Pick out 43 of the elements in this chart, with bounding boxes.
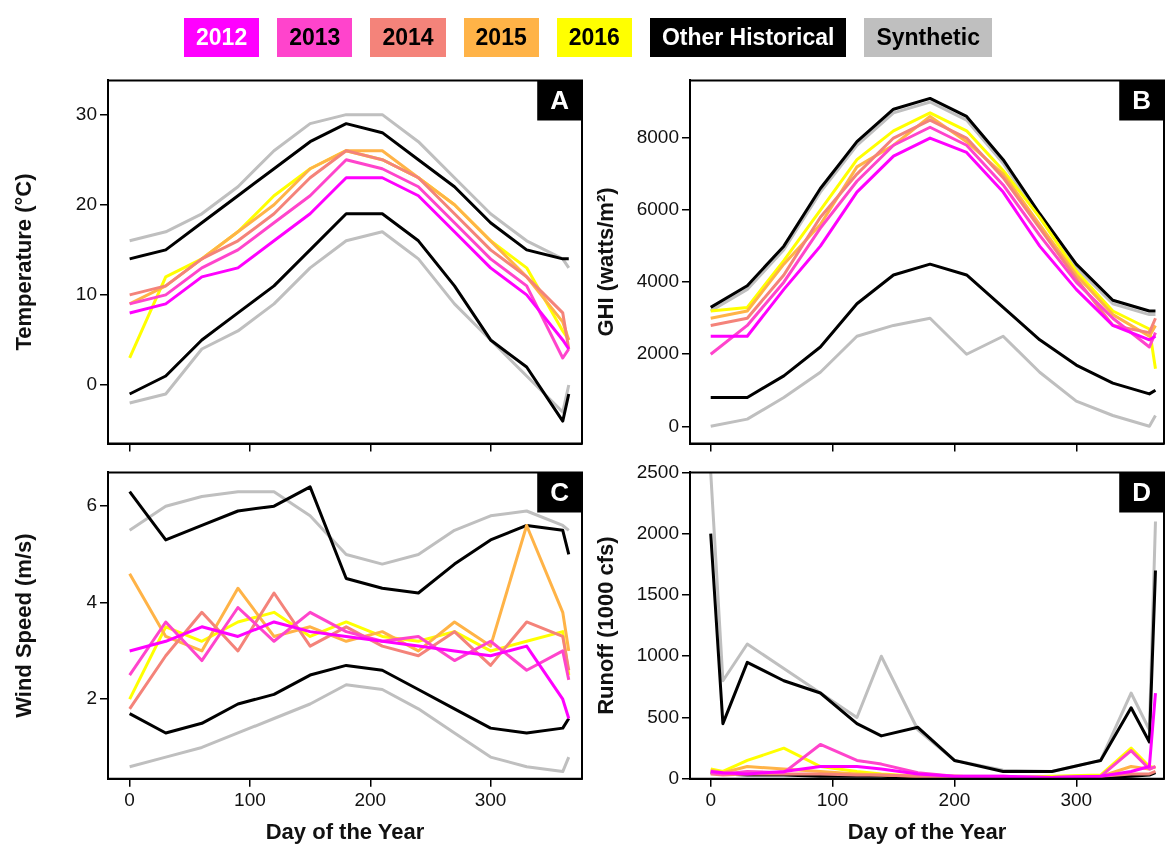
y-tick-label: 30 [75,102,97,124]
y-tick-label: 4 [86,590,98,612]
y-tick-label: 10 [75,283,97,305]
y-tick-label: 2 [86,687,97,709]
y-tick-label: 6 [86,494,97,516]
y-tick-label: 0 [668,767,679,789]
text: 2013 [277,17,353,57]
y-axis-title: GHI (watts/m²) [593,187,619,337]
text: Synthetic [864,17,992,57]
text: 2012 [184,17,260,57]
x-axis-title: Day of the Year [847,818,1007,844]
y-tick-label: 4000 [636,270,679,292]
y-tick-label: 2500 [636,460,679,482]
x-tick-label: 300 [1060,789,1093,811]
y-tick-label: 0 [86,373,97,395]
x-tick-label: 100 [816,789,849,811]
text: 2016 [556,17,632,57]
x-tick-label: 200 [938,789,971,811]
y-axis-title: Runoff (1000 cfs) [593,536,619,715]
text: Other Historical [649,17,847,57]
x-tick-label: 200 [354,789,387,811]
y-tick-label: 1500 [636,583,679,605]
y-tick-label: 0 [668,414,679,436]
annotation: C [550,476,570,507]
y-tick-label: 1000 [636,644,679,666]
text: 2014 [370,17,446,57]
y-tick-label: 500 [647,705,679,727]
annotation: A [550,84,570,115]
x-tick-label: 100 [234,789,266,811]
y-axis-title: Temperature (°C) [11,173,37,351]
y-axis-title: Wind Speed (m/s) [11,533,37,718]
x-axis-title: Day of the Year [265,818,425,844]
x-tick-label: 0 [705,789,716,811]
y-tick-label: 6000 [636,198,679,220]
annotation: D [1132,476,1151,507]
x-tick-label: 0 [124,789,135,811]
y-tick-label: 20 [75,193,97,215]
y-tick-label: 2000 [636,521,679,543]
y-tick-label: 2000 [636,342,679,364]
text: 2015 [463,17,539,57]
annotation: B [1132,84,1151,115]
x-tick-label: 300 [474,789,507,811]
y-tick-label: 8000 [636,126,679,148]
